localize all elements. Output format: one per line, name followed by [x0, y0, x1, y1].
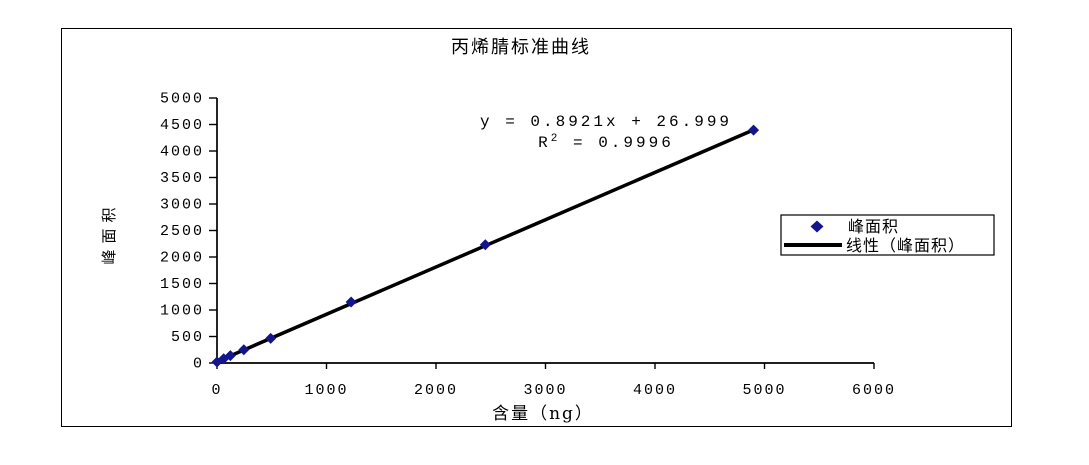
- y-axis-title: 峰面积: [100, 201, 118, 264]
- x-axis-ticks: 0 1000 2000 3000 4000 5000 6000: [211, 363, 896, 399]
- y-axis-ticks: 0 500 1000 1500 2000 2500 3000 3500 4000 4500 5000: [160, 91, 217, 373]
- y-tick-label: 500: [171, 329, 204, 346]
- data-point: [748, 124, 760, 136]
- x-axis-title: 含量（ng）: [492, 404, 594, 424]
- data-point: [479, 239, 491, 251]
- x-tick-label: 5000: [742, 382, 786, 399]
- data-point: [265, 332, 277, 344]
- legend: 峰面积 线性（峰面积）: [780, 214, 995, 256]
- y-tick-label: 2500: [160, 223, 204, 240]
- data-point: [224, 350, 236, 362]
- y-tick-label: 3000: [160, 197, 204, 214]
- y-tick-label: 5000: [160, 91, 204, 108]
- y-tick-label: 1000: [160, 303, 204, 320]
- y-tick-label: 3500: [160, 170, 204, 187]
- legend-diamond-icon: [810, 220, 824, 233]
- x-tick-label: 3000: [523, 382, 567, 399]
- y-tick-label: 2000: [160, 250, 204, 267]
- standard-curve-chart: 丙烯腈标准曲线 y = 0.8921x + 26.999 R2 = 0.9996…: [100, 37, 995, 424]
- x-tick-label: 6000: [852, 382, 896, 399]
- y-tick-label: 4500: [160, 117, 204, 134]
- equation-text: y = 0.8921x + 26.999: [480, 113, 732, 131]
- y-tick-label: 4000: [160, 144, 204, 161]
- chart-object[interactable]: 丙烯腈标准曲线 y = 0.8921x + 26.999 R2 = 0.9996…: [61, 28, 1012, 427]
- y-tick-label: 1500: [160, 276, 204, 293]
- legend-label-series: 峰面积: [848, 217, 899, 236]
- x-tick-label: 4000: [633, 382, 677, 399]
- y-tick-label: 0: [193, 356, 204, 373]
- x-tick-label: 2000: [414, 382, 458, 399]
- x-tick-label: 1000: [304, 382, 348, 399]
- chart-title: 丙烯腈标准曲线: [451, 37, 591, 58]
- data-points-series: [211, 124, 760, 368]
- data-point: [345, 296, 357, 308]
- data-point: [238, 344, 250, 356]
- equation-annotation: y = 0.8921x + 26.999 R2 = 0.9996: [480, 113, 732, 152]
- r-squared-text: R2 = 0.9996: [538, 133, 674, 152]
- x-tick-label: 0: [211, 382, 222, 399]
- legend-label-trendline: 线性（峰面积）: [846, 236, 965, 255]
